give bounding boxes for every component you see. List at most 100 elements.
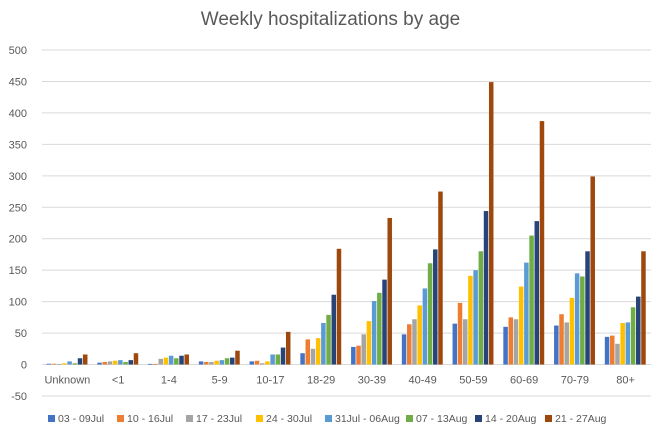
bar — [230, 357, 235, 365]
x-tick-label: 60-69 — [510, 375, 538, 387]
bar — [554, 325, 559, 365]
bar — [214, 360, 219, 365]
legend-swatch — [545, 415, 552, 422]
x-tick-label: 30-39 — [358, 375, 386, 387]
bar — [462, 319, 468, 365]
legend-label: 31Jul - 06Aug — [335, 413, 400, 425]
bar — [315, 338, 321, 365]
bar — [382, 279, 387, 365]
bar — [529, 235, 534, 365]
legend-swatch — [117, 415, 124, 422]
y-tick-label: 300 — [9, 171, 27, 183]
legend-label: 07 - 13Aug — [416, 413, 468, 425]
bar — [62, 363, 67, 365]
bar — [179, 355, 184, 365]
bar — [168, 355, 174, 365]
bar — [580, 276, 585, 365]
bar — [483, 211, 489, 365]
bar — [503, 326, 508, 365]
bar — [174, 358, 179, 365]
legend-swatch — [256, 415, 263, 422]
legend-label: 21 - 27Aug — [555, 413, 607, 425]
bar — [310, 348, 316, 365]
bar — [224, 358, 230, 365]
bar — [478, 251, 484, 365]
bar — [518, 286, 524, 365]
bar — [184, 354, 189, 365]
y-tick-label: 500 — [9, 45, 27, 57]
bar — [574, 273, 580, 365]
bar — [457, 302, 463, 365]
x-tick-label: 5-9 — [212, 375, 228, 387]
x-tick-label: <1 — [112, 375, 125, 387]
legend-swatch — [406, 415, 413, 422]
bar — [585, 251, 590, 365]
bar — [604, 336, 610, 365]
bar — [285, 331, 291, 365]
bar — [422, 288, 428, 365]
bar — [468, 275, 473, 365]
x-tick-label: 70-79 — [561, 375, 589, 387]
y-tick-label: 100 — [9, 297, 27, 309]
x-tick-label: 80+ — [616, 375, 635, 387]
bar — [97, 362, 102, 365]
legend-label: 10 - 16Jul — [127, 413, 173, 425]
y-tick-label: 150 — [9, 265, 27, 277]
bar — [620, 323, 625, 365]
bar — [209, 362, 214, 365]
bar — [148, 363, 153, 365]
bar — [366, 321, 372, 365]
bar — [417, 305, 422, 365]
bar — [331, 294, 337, 365]
y-tick-label: 0 — [21, 360, 27, 372]
bar — [118, 360, 123, 365]
bar — [539, 121, 545, 365]
bar — [82, 354, 88, 365]
bar — [371, 301, 377, 365]
chart-title: Weekly hospitalizations by age — [200, 9, 461, 30]
bar — [590, 176, 595, 365]
bar — [102, 362, 108, 365]
bar — [427, 263, 433, 365]
bar — [569, 297, 575, 365]
y-tick-label: -50 — [11, 391, 27, 403]
bar — [67, 361, 72, 365]
bar — [265, 361, 270, 365]
bar — [153, 363, 158, 365]
y-tick-label: 200 — [9, 234, 27, 246]
bar — [133, 353, 139, 365]
y-tick-label: 250 — [9, 202, 27, 214]
bar — [630, 307, 636, 365]
bar — [438, 191, 443, 365]
bar — [235, 350, 240, 365]
bar — [254, 360, 260, 365]
bar — [219, 360, 225, 365]
bar — [356, 345, 361, 365]
bar — [513, 319, 519, 365]
bar — [280, 347, 286, 365]
bar — [72, 363, 78, 365]
bar — [377, 292, 382, 365]
bar — [407, 324, 412, 365]
bar — [275, 354, 281, 365]
bar — [351, 346, 356, 365]
y-tick-label: 400 — [9, 108, 27, 120]
bar — [198, 361, 204, 365]
bar — [387, 217, 392, 365]
legend-label: 24 - 30Jul — [266, 413, 312, 425]
bar — [433, 249, 438, 365]
bar — [361, 334, 366, 365]
bar — [625, 322, 631, 365]
legend-label: 03 - 09Jul — [58, 413, 104, 425]
bar — [128, 360, 134, 365]
bar — [524, 262, 529, 365]
bar — [51, 363, 57, 365]
bar — [508, 317, 514, 365]
x-tick-label: 1-4 — [161, 375, 177, 387]
bar — [112, 360, 118, 365]
legend-swatch — [186, 415, 193, 422]
bar — [559, 314, 564, 365]
legend-label: 17 - 23Jul — [196, 413, 242, 425]
